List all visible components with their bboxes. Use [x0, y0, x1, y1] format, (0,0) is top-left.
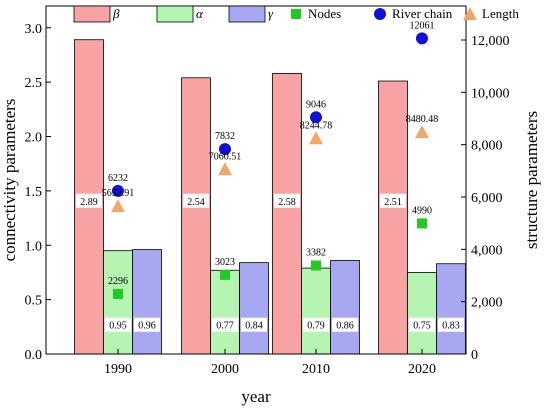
y-left-tick-label: 0.5	[25, 294, 43, 309]
bar-γ-2010	[330, 260, 360, 355]
x-axis-label: year	[241, 387, 271, 406]
legend-label: River chain	[392, 6, 453, 21]
bar-data-label: 0.86	[336, 321, 354, 332]
points-layer	[111, 32, 429, 299]
bar-data-label: 2.58	[278, 197, 296, 208]
legend-swatch-α	[156, 5, 194, 23]
bar-label-bg	[274, 193, 300, 208]
bar-label-bg	[380, 193, 406, 208]
bar-β-2020	[378, 80, 408, 355]
point-labels-layer: 2296 3023 3382 4990 6232 7832 9046 12061 5652.91…	[102, 20, 439, 287]
x-tick-label: 1990	[104, 362, 132, 377]
bar-α-2010	[301, 267, 331, 355]
point-data-label: 5652.91	[102, 188, 135, 199]
y-left-tick-label: 3.0	[25, 22, 43, 37]
legend-swatch-γ	[228, 5, 266, 23]
legend-label: α	[196, 6, 204, 21]
bar-label-bg	[332, 317, 358, 332]
legend: β α γ Nodes River chain Length	[73, 5, 519, 23]
y-right-tick-label: 4,000	[471, 243, 503, 258]
point-data-label: 6232	[108, 173, 128, 184]
bar-α-1990	[103, 250, 133, 355]
legend-marker-river-chain	[374, 8, 386, 20]
point-data-label: 7060.51	[209, 151, 242, 162]
legend-swatch-β	[73, 5, 111, 23]
bar-data-label: 2.89	[80, 197, 98, 208]
bar-β-2010	[272, 73, 302, 355]
bar-data-label: 2.51	[384, 197, 402, 208]
point-length-2020	[415, 125, 429, 139]
bar-data-label: 0.96	[138, 321, 156, 332]
bar-label-bg	[409, 317, 435, 332]
bar-label-bg	[303, 317, 329, 332]
point-length-2000	[218, 162, 232, 176]
y-axis-left-label: connectivity parameters	[0, 99, 19, 262]
bar-label-bg	[134, 317, 160, 332]
point-data-label: 4990	[412, 205, 432, 216]
legend-label: γ	[268, 6, 274, 21]
bar-α-2020	[407, 272, 437, 355]
y-right-tick-label: 0	[471, 348, 478, 363]
point-nodes-2000	[220, 269, 230, 280]
bar-data-label: 0.95	[109, 321, 127, 332]
bar-label-bg	[76, 193, 102, 208]
point-data-label: 2296	[108, 276, 128, 287]
legend-label: β	[112, 6, 120, 21]
point-river-chain-1990	[112, 184, 124, 197]
x-tick-label: 2000	[211, 362, 239, 377]
bar-γ-2020	[436, 263, 466, 355]
y-left-tick-label: 1.0	[25, 239, 43, 254]
y-right-tick-label: 10,000	[471, 86, 510, 101]
point-data-label: 3023	[215, 257, 235, 268]
bar-data-label: 0.75	[413, 321, 431, 332]
y-right-tick-label: 8,000	[471, 139, 503, 154]
point-data-label: 8244.78	[300, 120, 333, 131]
point-nodes-1990	[113, 288, 123, 299]
point-river-chain-2000	[219, 143, 231, 156]
bar-label-bg	[241, 317, 267, 332]
point-nodes-2010	[311, 260, 321, 271]
point-data-label: 7832	[215, 131, 235, 142]
bar-data-label: 0.83	[442, 321, 460, 332]
y-left-tick-label: 2.0	[25, 131, 43, 146]
bar-data-label: 0.84	[245, 321, 263, 332]
bar-label-bg	[105, 317, 131, 332]
y-right-tick-label: 2,000	[471, 296, 503, 311]
point-river-chain-2010	[310, 111, 322, 124]
y-left-tick-label: 1.5	[25, 185, 43, 200]
point-data-label: 12061	[410, 20, 435, 31]
bar-γ-2000	[239, 262, 269, 355]
legend-label: Length	[482, 6, 519, 21]
y-right-tick-label: 12,000	[471, 34, 510, 49]
bar-label-bg	[438, 317, 464, 332]
y-axis-right-label: structure parameters	[522, 111, 541, 249]
bar-labels-layer: 2.89 2.54 2.58 2.51 0.95 0.77 0.79 0.75 0.96 0.84…	[76, 193, 464, 332]
bar-data-label: 0.79	[307, 321, 325, 332]
bar-data-label: 0.77	[216, 321, 234, 332]
bar-γ-1990	[132, 249, 162, 355]
bar-α-2000	[210, 269, 240, 355]
point-length-2010	[309, 131, 323, 145]
legend-marker-length	[463, 7, 477, 20]
point-data-label: 8480.48	[406, 114, 439, 125]
point-river-chain-2020	[416, 32, 428, 45]
bar-label-bg	[212, 317, 238, 332]
y-left-tick-label: 2.5	[25, 76, 43, 91]
x-tick-label: 2010	[302, 362, 330, 377]
bar-β-2000	[181, 77, 211, 355]
point-length-1990	[111, 199, 125, 213]
bar-label-bg	[183, 193, 209, 208]
bar-data-label: 2.54	[187, 197, 205, 208]
y-right-tick-label: 6,000	[471, 191, 503, 206]
point-data-label: 3382	[306, 248, 326, 259]
axes-layer: 0.0 0.5 1.0 1.5 2.0 2.5 3.0 0 2,000 4,000 6,000 8,0…	[25, 22, 510, 377]
point-nodes-2020	[417, 218, 427, 229]
legend-label: Nodes	[308, 6, 341, 21]
y-left-tick-label: 0.0	[25, 348, 43, 363]
point-data-label: 9046	[306, 99, 326, 110]
x-tick-label: 2020	[408, 362, 436, 377]
legend-marker-nodes	[291, 9, 301, 19]
bars-layer	[74, 39, 466, 355]
